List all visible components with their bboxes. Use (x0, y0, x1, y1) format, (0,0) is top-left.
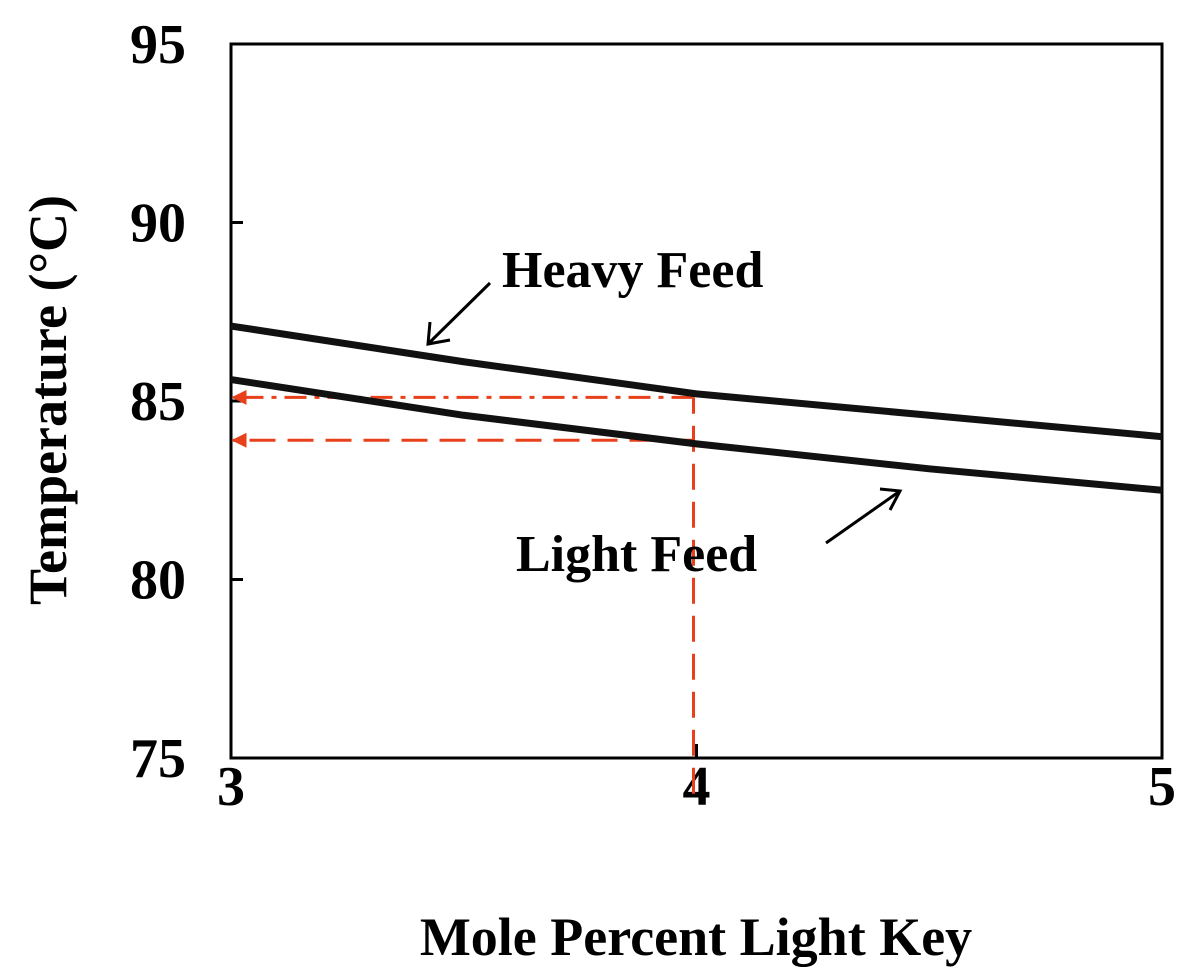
y-axis-ticks: 95 90 85 80 75 (130, 14, 243, 790)
y-tick-label: 90 (130, 193, 186, 255)
y-tick-label: 75 (130, 728, 186, 790)
y-axis-title: Temperature (°C) (18, 195, 78, 605)
x-tick-label: 5 (1148, 756, 1176, 818)
series-line-light-feed (230, 376, 1163, 494)
reference-lines (231, 389, 695, 794)
x-axis-ticks: 3 4 5 (217, 744, 1176, 818)
y-tick-label: 80 (130, 550, 186, 612)
series-lines (230, 322, 1163, 494)
y-tick-label: 95 (130, 14, 186, 76)
heavy-feed-label: Heavy Feed (502, 242, 763, 299)
light-feed-label: Light Feed (516, 526, 757, 583)
light-feed-pointer (825, 487, 903, 545)
heavy-feed-pointer (426, 281, 492, 346)
series-line-heavy-feed (230, 322, 1163, 441)
x-axis-title: Mole Percent Light Key (420, 907, 972, 967)
y-tick-label: 85 (130, 371, 186, 433)
x-tick-label: 3 (217, 756, 245, 818)
x-tick-label: 4 (683, 756, 711, 818)
